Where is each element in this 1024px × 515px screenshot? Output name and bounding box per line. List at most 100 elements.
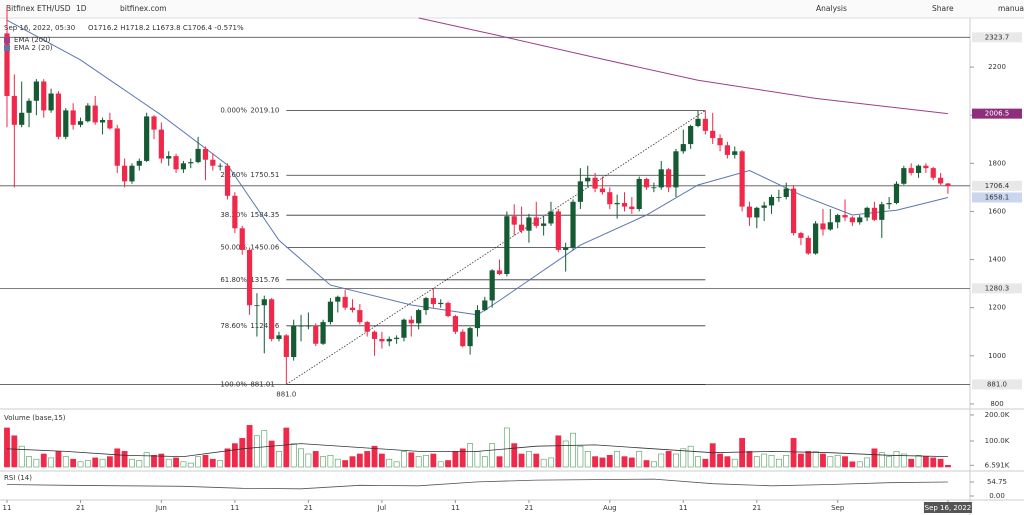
candle-body xyxy=(937,177,944,184)
candle-body xyxy=(680,144,686,152)
volume-bar xyxy=(893,451,900,468)
candle-body xyxy=(930,168,936,178)
candle-body xyxy=(33,81,39,101)
volume-bar xyxy=(4,427,10,468)
volume-bar xyxy=(92,457,99,468)
volume-bar xyxy=(798,453,804,468)
volume-bar xyxy=(930,457,937,468)
candle-body xyxy=(136,160,142,166)
volume-bar xyxy=(680,448,687,468)
fib-ratio: 100.0% xyxy=(220,380,247,388)
volume-bar xyxy=(621,456,628,468)
volume-bar xyxy=(342,460,349,468)
candle-body xyxy=(474,310,481,329)
volume-bar xyxy=(628,457,635,468)
x-tick-label: Jun xyxy=(155,504,167,512)
candle-body xyxy=(805,237,811,254)
volume-bar xyxy=(268,440,275,468)
volume-bar xyxy=(423,454,429,468)
candle-body xyxy=(261,299,267,306)
candle-body xyxy=(754,207,760,218)
volume-bar xyxy=(239,438,246,468)
x-tick-label: 11 xyxy=(230,504,239,512)
x-tick-label: 21 xyxy=(304,504,313,512)
candle-body xyxy=(901,168,907,184)
candle-body xyxy=(857,217,863,223)
fib-ratio: 50.00% xyxy=(220,244,247,252)
candle-body xyxy=(269,299,275,339)
candle-body xyxy=(651,187,657,189)
y-tick-label: 6.591K xyxy=(985,461,1010,469)
candle-body xyxy=(724,145,731,155)
volume-bar xyxy=(570,432,576,468)
volume-bar xyxy=(114,448,121,468)
volume-bar xyxy=(922,456,929,468)
volume-bar xyxy=(496,456,503,468)
candle-body xyxy=(665,169,672,188)
interval[interactable]: 1D xyxy=(76,4,87,13)
share-button[interactable]: Share xyxy=(932,4,954,13)
symbol[interactable]: Bitfinex ETH/USD xyxy=(6,4,71,13)
candle-body xyxy=(915,165,922,173)
volume-bar xyxy=(856,461,863,468)
volume-bar xyxy=(77,461,84,468)
candle-body xyxy=(408,319,414,324)
candle-body xyxy=(246,249,253,306)
candle-body xyxy=(732,151,738,155)
volume-bar xyxy=(775,458,782,468)
volume-bar xyxy=(886,456,893,468)
volume-bar xyxy=(834,454,841,468)
candle-body xyxy=(658,169,664,188)
candle-body xyxy=(526,217,532,231)
candle-body xyxy=(416,310,422,324)
candle-body xyxy=(11,95,17,125)
candle-body xyxy=(85,105,91,122)
volume-bar xyxy=(768,454,775,468)
mode[interactable]: manual xyxy=(998,4,1024,13)
candle-body xyxy=(364,322,370,332)
volume-bar xyxy=(386,458,393,468)
volume-bar xyxy=(577,445,584,468)
fib-price: 1584.35 xyxy=(250,211,279,219)
candle-body xyxy=(710,130,716,139)
volume-bar xyxy=(533,453,540,468)
volume-bar xyxy=(665,451,672,468)
candle-body xyxy=(291,325,297,357)
price-badge-label: 1658.1 xyxy=(985,193,1010,201)
volume-bar xyxy=(878,452,885,468)
volume-bar xyxy=(717,453,723,468)
x-tick-label: Jul xyxy=(377,504,387,512)
volume-bar xyxy=(290,443,297,468)
candle-body xyxy=(342,296,348,308)
candle-body xyxy=(599,188,606,193)
volume-bar xyxy=(805,451,812,468)
site[interactable]: bitfinex.com xyxy=(120,4,167,13)
candle-body xyxy=(783,188,789,198)
candle-body xyxy=(827,222,833,230)
volume-bar xyxy=(202,454,209,468)
candle-body xyxy=(592,177,598,189)
volume-bar xyxy=(48,457,54,468)
candle-body xyxy=(335,296,341,302)
volume-bar xyxy=(761,453,768,468)
candle-body xyxy=(313,325,319,344)
candle-body xyxy=(849,217,855,223)
volume-bar xyxy=(231,443,238,468)
volume-bar xyxy=(393,461,400,468)
legend-swatch xyxy=(4,45,10,51)
volume-bar xyxy=(562,440,569,468)
price-badge-label: 881.0 xyxy=(987,380,1007,388)
volume-bar xyxy=(158,453,165,468)
price-badge xyxy=(972,379,1022,390)
candle-body xyxy=(70,110,76,125)
analysis-button[interactable]: Analysis xyxy=(816,4,847,13)
candle-body xyxy=(636,178,642,210)
y-tick-label: 1000 xyxy=(988,352,1006,360)
candle-body xyxy=(173,156,179,170)
candle-body xyxy=(283,335,289,357)
volume-bar xyxy=(908,458,915,468)
volume-bar xyxy=(143,452,150,468)
candle-body xyxy=(746,206,753,218)
volume-bar xyxy=(254,435,260,468)
